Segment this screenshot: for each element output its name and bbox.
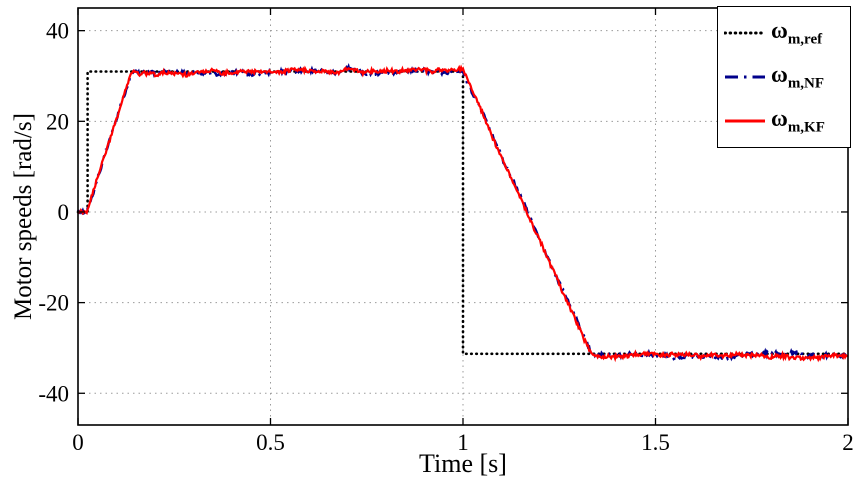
legend-line-sample-kf (725, 119, 765, 123)
legend-symbol-ref: ω (771, 17, 788, 43)
legend: ωm,ref ωm,NF ωm,KF (717, 6, 851, 148)
legend-symbol-nf: ω (771, 61, 788, 87)
legend-label-nf: ωm,NF (771, 63, 824, 92)
legend-label-ref: ωm,ref (771, 19, 822, 48)
y-tick-label: 20 (46, 109, 69, 134)
y-axis-label: Motor speeds [rad/s] (10, 113, 37, 320)
legend-line-sample-ref (724, 31, 766, 35)
legend-item-nf: ωm,NF (724, 59, 844, 95)
x-tick-label: 1.5 (641, 430, 670, 455)
x-tick-label: 0.5 (256, 430, 285, 455)
legend-item-ref: ωm,ref (724, 15, 844, 51)
legend-line-sample-nf (725, 75, 765, 79)
series-line-m-KF (77, 64, 849, 363)
x-tick-label: 1 (457, 430, 469, 455)
legend-subscript-kf: m,KF (787, 119, 825, 136)
legend-subscript-ref: m,ref (787, 31, 823, 48)
legend-subscript-nf: m,NF (787, 75, 825, 92)
x-tick-label: 2 (842, 430, 854, 455)
x-axis-label: Time [s] (419, 449, 507, 478)
y-tick-label: 0 (58, 200, 70, 225)
y-tick-label: -40 (38, 381, 69, 406)
legend-symbol-kf: ω (771, 105, 788, 131)
legend-item-kf: ωm,KF (724, 103, 844, 139)
y-tick-label: 40 (46, 19, 69, 44)
x-tick-label: 0 (72, 430, 84, 455)
legend-label-kf: ωm,KF (771, 107, 825, 136)
y-tick-label: -20 (38, 291, 69, 316)
